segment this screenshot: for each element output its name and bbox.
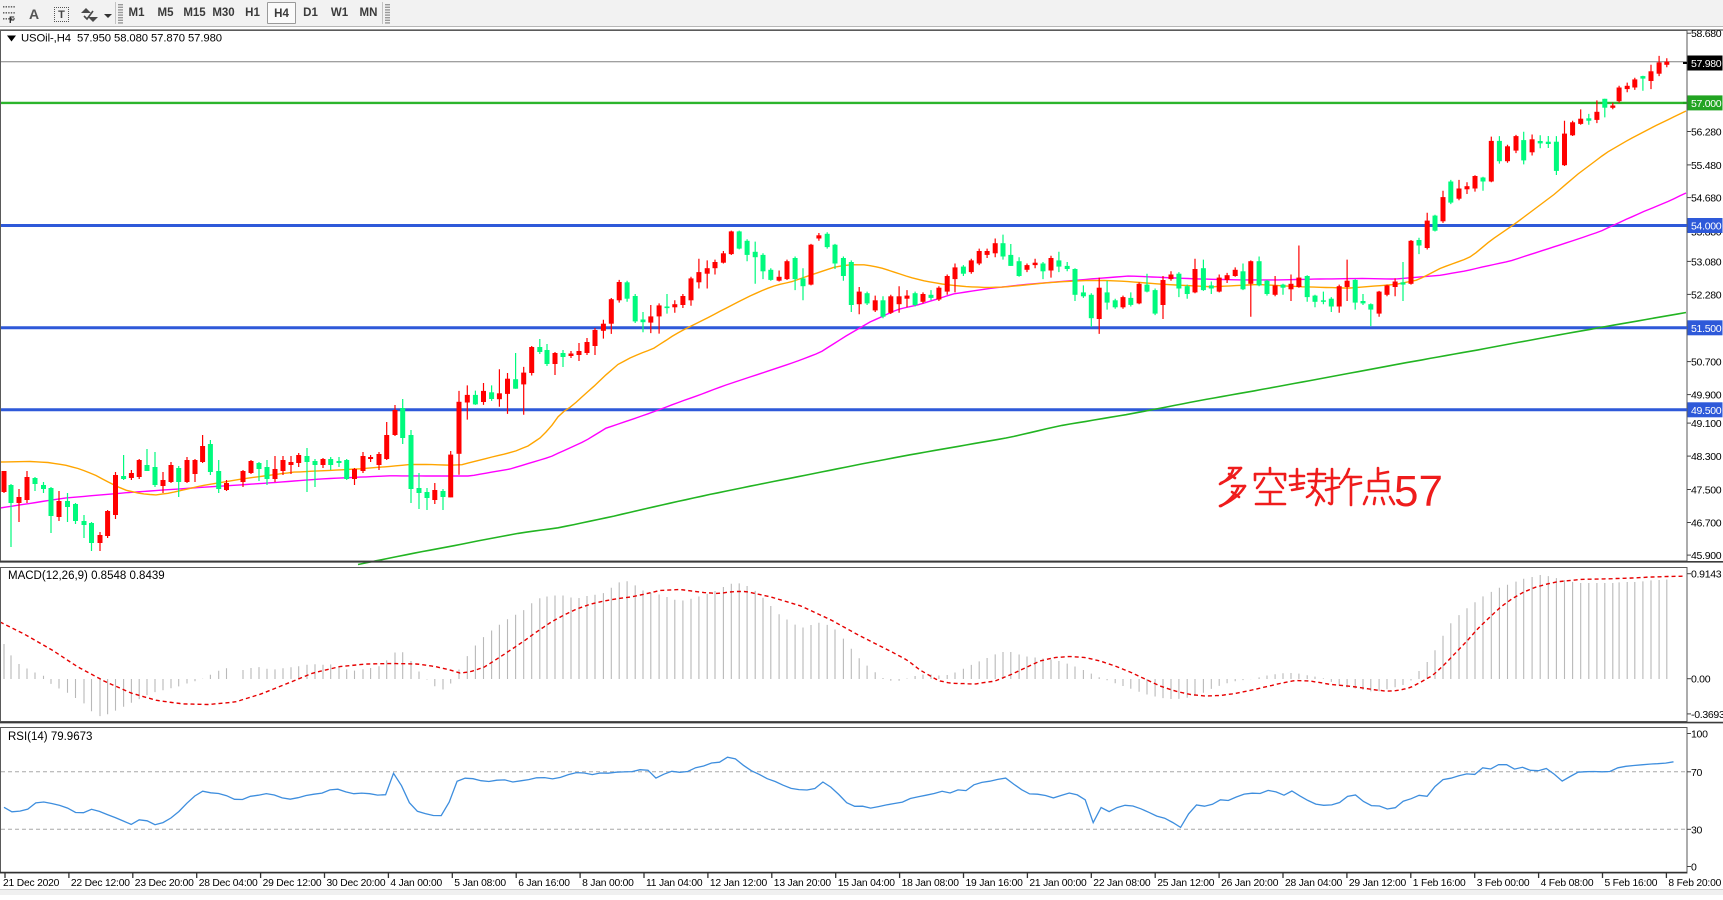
svg-text:57: 57 [1394,467,1443,516]
svg-text:-0.3693: -0.3693 [1691,709,1723,721]
svg-text:57.000: 57.000 [1691,98,1722,110]
svg-text:18 Jan 08:00: 18 Jan 08:00 [902,878,960,889]
svg-text:15 Jan 04:00: 15 Jan 04:00 [838,878,896,889]
svg-text:47.500: 47.500 [1691,485,1722,497]
svg-text:29 Dec 12:00: 29 Dec 12:00 [263,878,322,889]
svg-text:57.980: 57.980 [1691,58,1722,70]
svg-text:4 Feb 08:00: 4 Feb 08:00 [1541,878,1594,889]
svg-text:23 Dec 20:00: 23 Dec 20:00 [135,878,194,889]
svg-text:MACD(12,26,9) 0.8548 0.8439: MACD(12,26,9) 0.8548 0.8439 [8,570,165,582]
svg-text:26 Jan 20:00: 26 Jan 20:00 [1221,878,1279,889]
svg-text:22 Jan 08:00: 22 Jan 08:00 [1093,878,1151,889]
svg-text:58.680: 58.680 [1691,28,1722,40]
svg-text:55.480: 55.480 [1691,160,1722,172]
svg-text:70: 70 [1691,767,1703,779]
svg-text:11 Jan 04:00: 11 Jan 04:00 [646,878,703,889]
svg-text:54.000: 54.000 [1691,221,1722,233]
svg-text:49.500: 49.500 [1691,405,1722,417]
svg-text:19 Jan 16:00: 19 Jan 16:00 [966,878,1024,889]
svg-text:46.700: 46.700 [1691,518,1722,530]
svg-text:1 Feb 16:00: 1 Feb 16:00 [1413,878,1466,889]
svg-text:45.900: 45.900 [1691,550,1722,562]
svg-text:13 Jan 20:00: 13 Jan 20:00 [774,878,832,889]
svg-text:28 Jan 04:00: 28 Jan 04:00 [1285,878,1343,889]
svg-text:0: 0 [1691,862,1697,874]
svg-text:6 Jan 16:00: 6 Jan 16:00 [518,878,570,889]
svg-text:21 Jan 00:00: 21 Jan 00:00 [1029,878,1087,889]
svg-text:0.9143: 0.9143 [1691,569,1722,581]
svg-text:30: 30 [1691,824,1703,836]
svg-text:USOil-,H4 57.950 58.080 57.87: USOil-,H4 57.950 58.080 57.870 57.980 [21,33,222,45]
svg-text:49.900: 49.900 [1691,390,1722,402]
svg-text:54.680: 54.680 [1691,193,1722,205]
svg-text:4 Jan 00:00: 4 Jan 00:00 [390,878,442,889]
svg-text:12 Jan 12:00: 12 Jan 12:00 [710,878,768,889]
svg-text:53.080: 53.080 [1691,256,1722,268]
svg-text:RSI(14) 79.9673: RSI(14) 79.9673 [8,731,92,743]
svg-text:0.00: 0.00 [1691,674,1711,686]
svg-text:21 Dec 2020: 21 Dec 2020 [3,878,60,889]
svg-text:52.280: 52.280 [1691,289,1722,301]
svg-text:8 Feb 20:00: 8 Feb 20:00 [1668,878,1721,889]
svg-text:F: F [9,15,15,25]
svg-text:28 Dec 04:00: 28 Dec 04:00 [199,878,258,889]
svg-text:56.280: 56.280 [1691,127,1722,139]
svg-text:3 Feb 00:00: 3 Feb 00:00 [1477,878,1530,889]
svg-text:5 Jan 08:00: 5 Jan 08:00 [454,878,506,889]
svg-text:48.300: 48.300 [1691,451,1722,463]
svg-text:50.700: 50.700 [1691,357,1722,369]
svg-text:25 Jan 12:00: 25 Jan 12:00 [1157,878,1215,889]
svg-text:51.500: 51.500 [1691,323,1722,335]
svg-text:5 Feb 16:00: 5 Feb 16:00 [1605,878,1658,889]
svg-text:49.100: 49.100 [1691,418,1722,430]
svg-text:30 Dec 20:00: 30 Dec 20:00 [327,878,386,889]
svg-text:29 Jan 12:00: 29 Jan 12:00 [1349,878,1407,889]
svg-text:22 Dec 12:00: 22 Dec 12:00 [71,878,130,889]
svg-text:100: 100 [1691,729,1708,741]
svg-text:8 Jan 00:00: 8 Jan 00:00 [582,878,634,889]
